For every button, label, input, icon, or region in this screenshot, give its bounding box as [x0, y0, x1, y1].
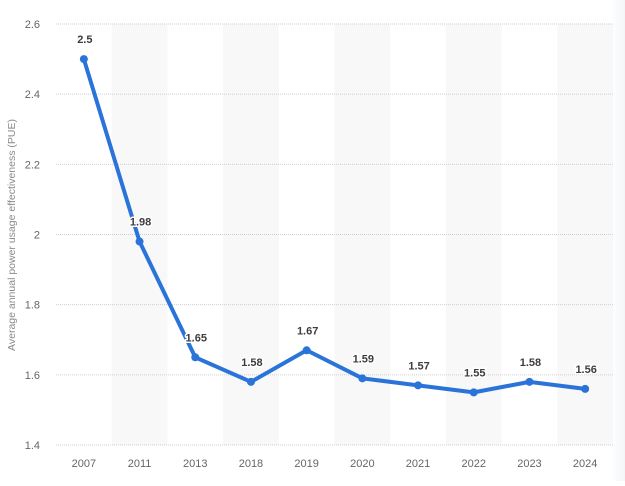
x-tick-label: 2020	[350, 458, 374, 470]
data-label: 1.57	[408, 360, 429, 372]
y-tick-label: 2.4	[25, 89, 40, 101]
data-point[interactable]	[191, 353, 200, 362]
x-tick-label: 2021	[406, 458, 430, 470]
data-point[interactable]	[581, 384, 590, 393]
y-tick-label: 1.8	[25, 300, 40, 312]
data-point[interactable]	[358, 374, 367, 383]
x-tick-label: 2022	[462, 458, 486, 470]
y-axis-ticks: 1.4 1.6 1.8 2 2.2 2.4 2.6	[25, 19, 40, 452]
y-tick-label: 1.4	[25, 440, 40, 452]
data-label: 1.56	[575, 364, 596, 376]
data-points	[79, 55, 590, 397]
data-label: 1.98	[130, 217, 151, 229]
right-edge-fade	[611, 0, 625, 481]
data-label: 1.58	[241, 357, 262, 369]
x-tick-label: 2019	[294, 458, 318, 470]
data-point[interactable]	[246, 377, 255, 386]
data-label: 1.55	[464, 367, 485, 379]
data-label: 1.67	[297, 325, 318, 337]
y-gridlines	[56, 23, 613, 446]
series-line	[81, 57, 588, 395]
data-label: 2.5	[77, 34, 92, 46]
data-label: 1.58	[520, 357, 541, 369]
y-tick-label: 2	[34, 230, 40, 242]
x-tick-label: 2013	[183, 458, 207, 470]
y-axis-title: Average annual power usage effectiveness…	[6, 119, 18, 351]
x-axis-ticks: 2007 2011 2013 2018 2019 2020 2021 2022 2023 2024	[72, 458, 598, 470]
y-tick-label: 2.6	[25, 19, 40, 31]
data-point[interactable]	[79, 55, 88, 64]
x-tick-label: 2018	[239, 458, 263, 470]
data-point[interactable]	[135, 237, 144, 246]
data-labels: 2.5 1.98 1.65 1.58 1.67 1.59 1.57 1.55 1.58 1.56	[76, 33, 599, 381]
x-tick-label: 2023	[517, 458, 541, 470]
data-label: 1.59	[353, 353, 374, 365]
y-tick-label: 2.2	[25, 159, 40, 171]
series-path	[81, 57, 588, 395]
data-point[interactable]	[525, 377, 534, 386]
x-tick-label: 2024	[573, 458, 597, 470]
data-point[interactable]	[469, 388, 478, 397]
data-point[interactable]	[414, 381, 423, 390]
x-tick-label: 2007	[72, 458, 96, 470]
y-tick-label: 1.6	[25, 370, 40, 382]
data-point[interactable]	[302, 346, 311, 355]
data-label: 1.65	[186, 332, 207, 344]
x-tick-label: 2011	[128, 458, 152, 470]
